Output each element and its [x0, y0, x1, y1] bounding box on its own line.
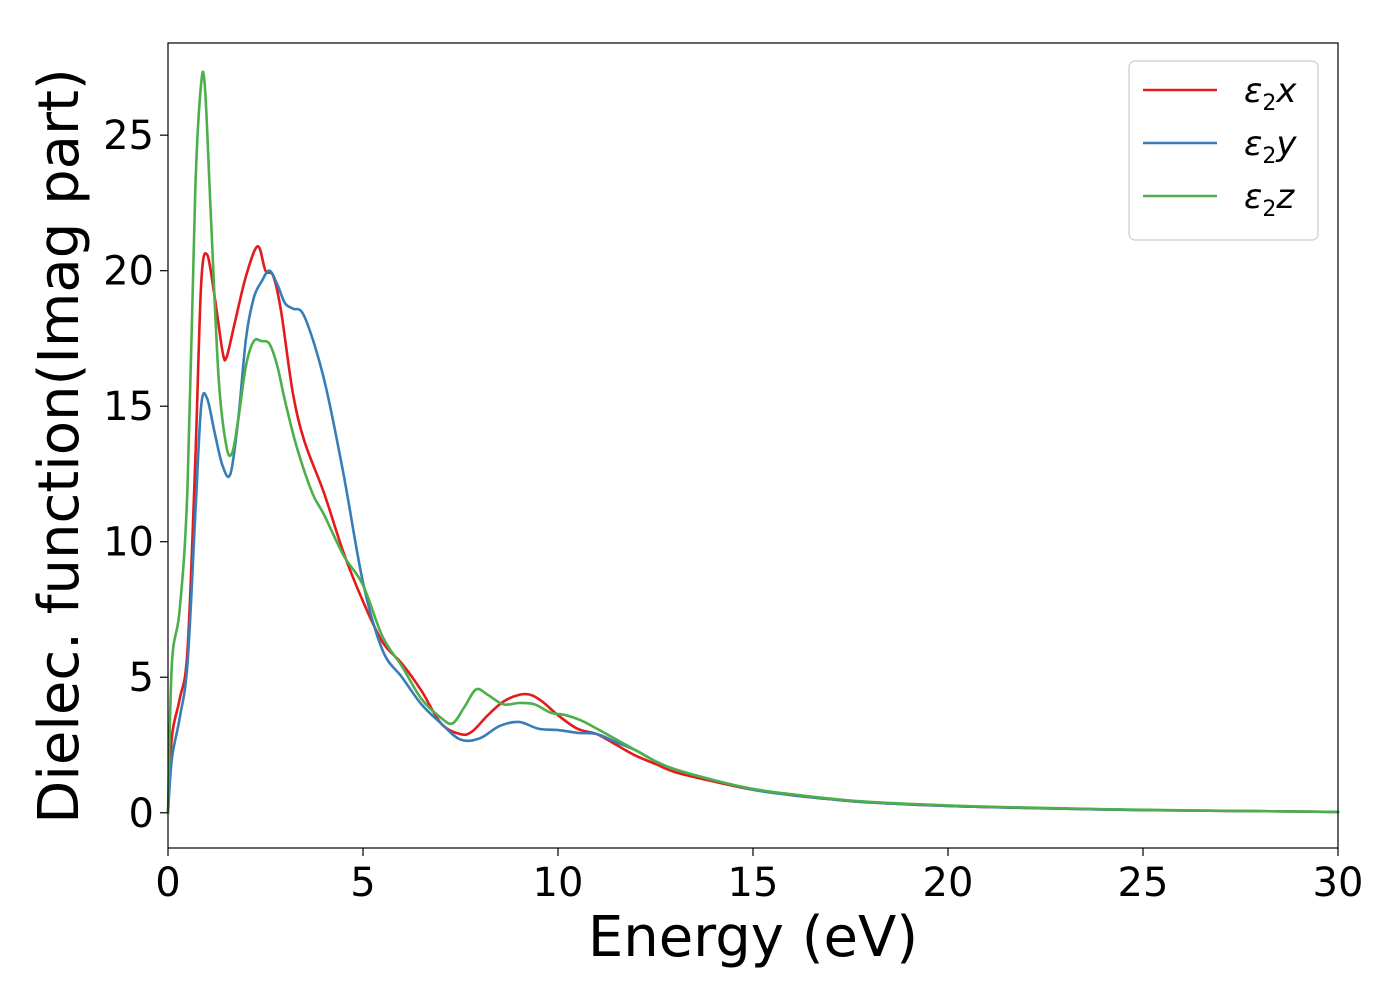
y-axis: 0 5 10 15 20 25: [103, 113, 168, 837]
y-tick-label: 25: [103, 113, 154, 159]
x-tick-label: 10: [533, 860, 584, 906]
x-tick-label: 30: [1313, 860, 1364, 906]
legend-subscript: 2: [1262, 197, 1276, 222]
y-axis-label: Dielec. function(Imag part): [27, 68, 92, 824]
legend-label-1: ε2x: [1244, 71, 1297, 116]
legend-label-3: ε2z: [1244, 177, 1295, 222]
x-tick-label: 25: [1118, 860, 1169, 906]
x-tick-label: 20: [923, 860, 974, 906]
legend-symbol: ε: [1244, 177, 1262, 217]
x-axis: 0 5 10 15 20 25 30: [155, 848, 1363, 906]
legend-symbol: ε: [1244, 71, 1262, 111]
legend-label-2: ε2y: [1244, 124, 1297, 169]
x-tick-label: 15: [728, 860, 779, 906]
series-line-3: [166, 70, 1340, 815]
y-tick-label: 5: [129, 655, 154, 701]
x-tick-label: 0: [155, 860, 180, 906]
series-layer: [166, 70, 1340, 815]
legend-component: y: [1275, 124, 1297, 164]
y-tick-label: 15: [103, 384, 154, 430]
legend-component: x: [1275, 71, 1297, 111]
legend-subscript: 2: [1262, 91, 1276, 116]
y-tick-label: 10: [103, 520, 154, 566]
x-tick-label: 5: [350, 860, 375, 906]
y-tick-label: 20: [103, 249, 154, 295]
legend-symbol: ε: [1244, 124, 1262, 164]
x-axis-label: Energy (eV): [588, 905, 918, 970]
legend-subscript: 2: [1262, 144, 1276, 169]
y-tick-label: 0: [129, 791, 154, 837]
legend-component: z: [1275, 177, 1295, 217]
